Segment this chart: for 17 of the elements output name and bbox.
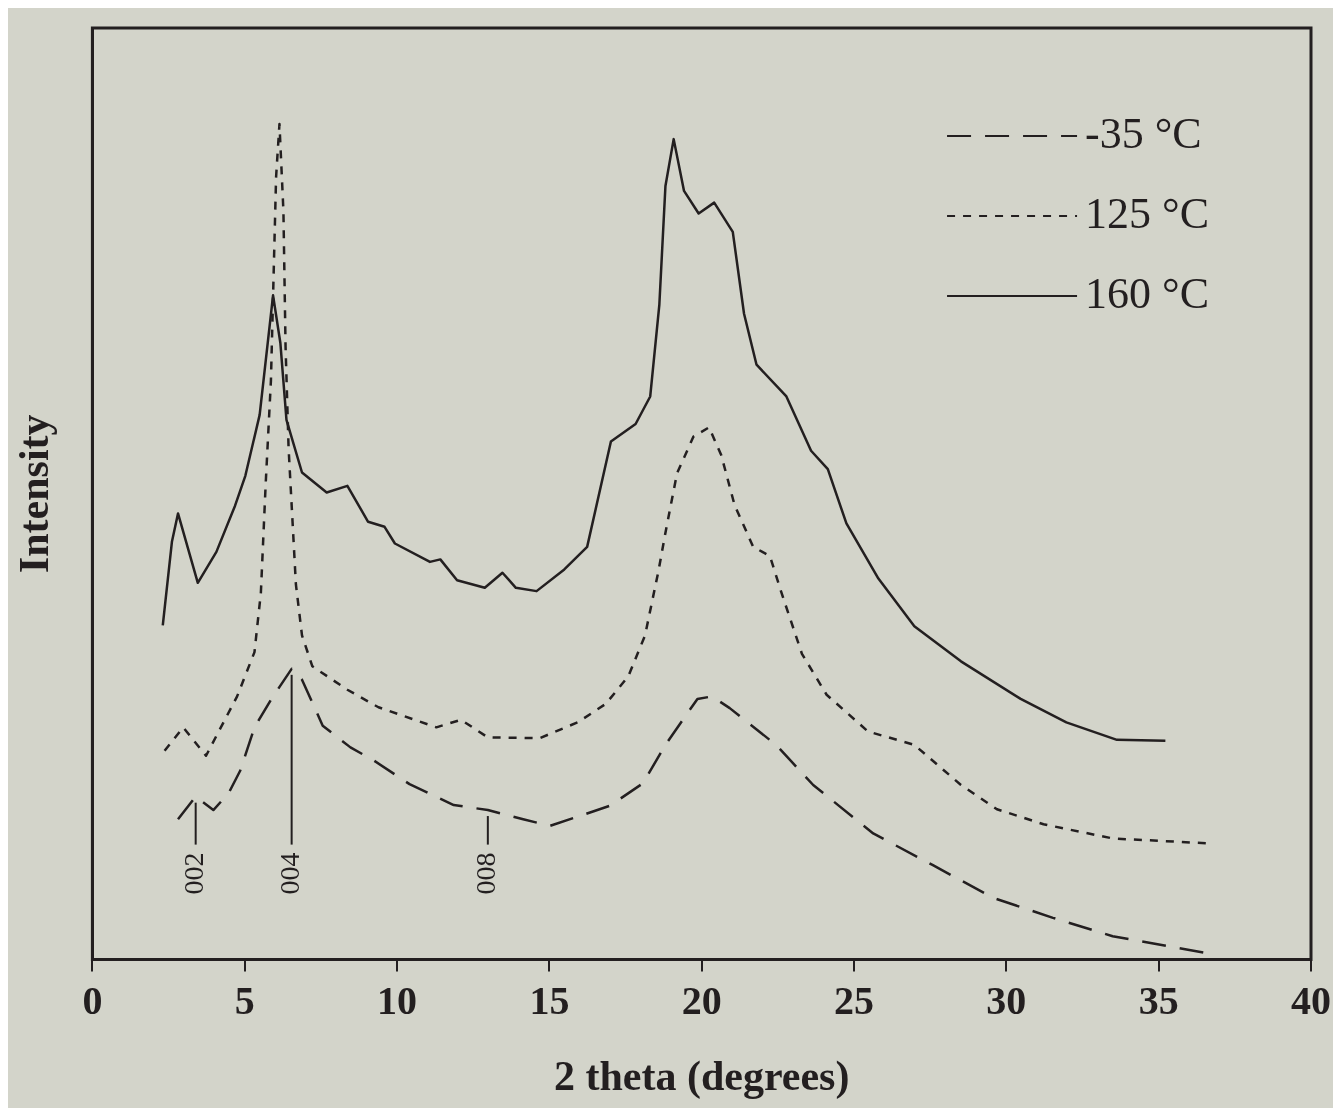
- x-tick-label: 10: [377, 977, 418, 1023]
- annotation: 004: [274, 852, 305, 895]
- x-tick-label: 0: [82, 977, 103, 1023]
- legend-label: 160 °C: [1085, 268, 1210, 318]
- annotation: 008: [470, 852, 502, 895]
- x-tick-label: 40: [1291, 977, 1331, 1023]
- x-tick-label: 20: [681, 977, 722, 1023]
- x-tick-label: 5: [234, 977, 255, 1023]
- legend-label: -35 °C: [1085, 108, 1202, 158]
- x-tick-label: 25: [834, 977, 875, 1023]
- legend-label: 125 °C: [1085, 188, 1210, 238]
- x-tick-label: 15: [529, 977, 570, 1023]
- x-axis-title: 2 theta (degrees): [553, 1052, 850, 1100]
- y-axis-title: Intensity: [11, 414, 58, 574]
- annotation: 002: [178, 852, 210, 895]
- x-tick-label: 35: [1138, 977, 1179, 1023]
- x-tick-label: 30: [986, 977, 1027, 1023]
